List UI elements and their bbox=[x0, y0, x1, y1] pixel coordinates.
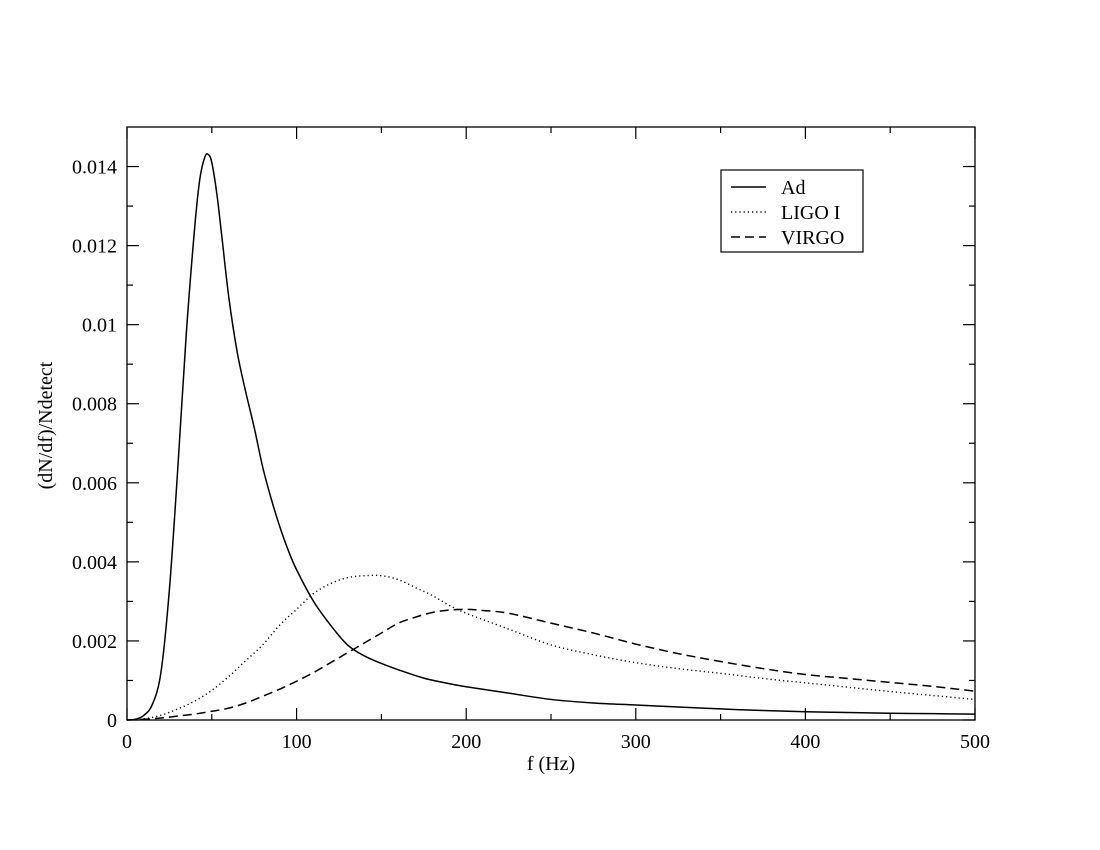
x-tick-label: 200 bbox=[451, 731, 481, 753]
series-line-ligo-i bbox=[126, 574, 976, 721]
legend-label: VIRGO bbox=[781, 227, 844, 249]
y-tick-label: 0.006 bbox=[72, 473, 117, 495]
y-tick-label: 0.004 bbox=[72, 552, 117, 574]
y-axis-title: (dN/df)/Ndetect bbox=[35, 361, 57, 489]
x-tick-label: 400 bbox=[790, 731, 820, 753]
series-line-virgo bbox=[126, 608, 976, 721]
y-tick-label: 0.008 bbox=[72, 394, 117, 416]
legend-label: LIGO I bbox=[781, 202, 840, 224]
y-tick-label: 0.01 bbox=[82, 315, 117, 337]
x-tick-label: 100 bbox=[282, 731, 312, 753]
x-tick-label: 500 bbox=[960, 731, 990, 753]
series-layer bbox=[126, 153, 976, 721]
x-axis-title: f (Hz) bbox=[527, 753, 575, 775]
legend-box bbox=[720, 169, 864, 253]
y-tick-label: 0 bbox=[107, 710, 117, 732]
series-line-ad bbox=[126, 153, 976, 721]
y-tick-label: 0.012 bbox=[72, 236, 117, 258]
legend-label: Ad bbox=[781, 177, 805, 199]
x-tick-label: 0 bbox=[122, 731, 132, 753]
x-tick-label: 300 bbox=[621, 731, 651, 753]
legend: Ad LIGO I VIRGO bbox=[720, 169, 864, 253]
plot-frame bbox=[126, 126, 976, 721]
y-tick-label: 0.002 bbox=[72, 631, 117, 653]
y-tick-label: 0.014 bbox=[72, 157, 117, 179]
